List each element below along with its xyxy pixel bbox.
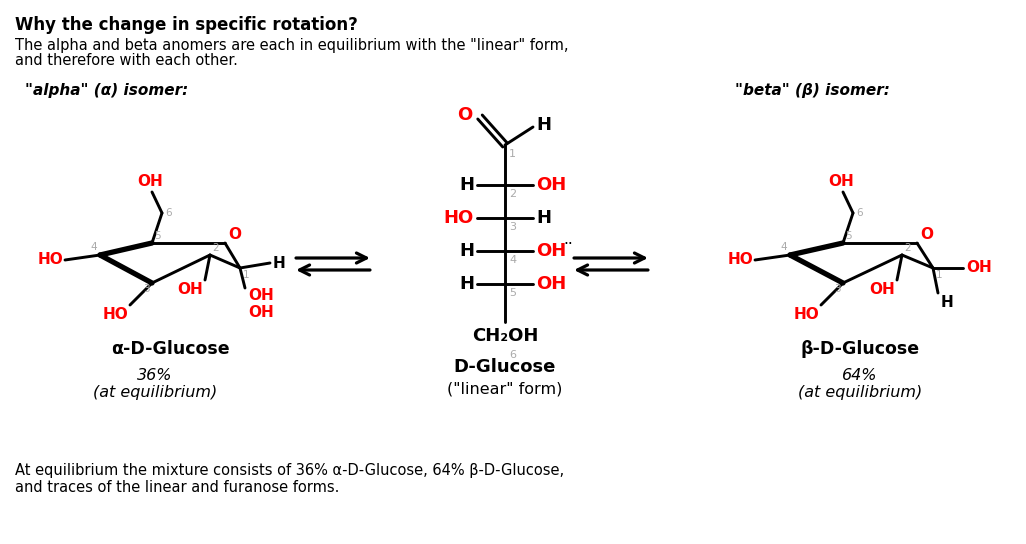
Text: and traces of the linear and furanose forms.: and traces of the linear and furanose fo… bbox=[15, 480, 340, 495]
Text: 6: 6 bbox=[165, 208, 171, 218]
Text: OH: OH bbox=[137, 174, 163, 189]
Text: H: H bbox=[459, 242, 474, 260]
Text: 3: 3 bbox=[834, 284, 841, 294]
Text: HO: HO bbox=[444, 209, 474, 227]
Text: 5: 5 bbox=[845, 231, 852, 241]
Text: ("linear" form): ("linear" form) bbox=[447, 381, 562, 396]
Text: OH: OH bbox=[536, 242, 566, 260]
Text: O: O bbox=[228, 227, 241, 242]
Text: HO: HO bbox=[727, 252, 753, 268]
Text: (at equilibrium): (at equilibrium) bbox=[93, 385, 218, 400]
Text: HO: HO bbox=[103, 307, 128, 322]
Text: 5: 5 bbox=[509, 288, 516, 298]
Text: 4: 4 bbox=[781, 242, 787, 252]
Text: OH: OH bbox=[828, 174, 854, 189]
Text: "alpha" (α) isomer:: "alpha" (α) isomer: bbox=[25, 83, 188, 98]
Text: β-D-Glucose: β-D-Glucose bbox=[800, 340, 919, 358]
Text: 2: 2 bbox=[904, 243, 911, 253]
Text: At equilibrium the mixture consists of 36% α-D-Glucose, 64% β-D-Glucose,: At equilibrium the mixture consists of 3… bbox=[15, 463, 564, 478]
Text: 2: 2 bbox=[509, 189, 516, 199]
Text: D-Glucose: D-Glucose bbox=[453, 358, 556, 376]
Text: 3: 3 bbox=[144, 284, 150, 294]
Text: O: O bbox=[457, 106, 472, 124]
Text: H: H bbox=[536, 116, 551, 134]
Text: H: H bbox=[459, 275, 474, 293]
Text: OH: OH bbox=[869, 282, 895, 297]
Text: α-D-Glucose: α-D-Glucose bbox=[111, 340, 230, 358]
Text: 6: 6 bbox=[856, 208, 863, 218]
Text: 4: 4 bbox=[509, 255, 516, 265]
Text: 6: 6 bbox=[509, 350, 516, 360]
Text: (at equilibrium): (at equilibrium) bbox=[798, 385, 922, 400]
Text: "beta" (β) isomer:: "beta" (β) isomer: bbox=[735, 83, 890, 98]
Text: H: H bbox=[273, 256, 286, 270]
Text: The alpha and beta anomers are each in equilibrium with the "linear" form,: The alpha and beta anomers are each in e… bbox=[15, 38, 568, 53]
Text: OH: OH bbox=[536, 275, 566, 293]
Text: O: O bbox=[920, 227, 933, 242]
Text: 5: 5 bbox=[154, 231, 161, 241]
Text: and therefore with each other.: and therefore with each other. bbox=[15, 53, 238, 68]
Text: 3: 3 bbox=[509, 222, 516, 232]
Text: OH: OH bbox=[248, 288, 274, 303]
Text: 1: 1 bbox=[243, 270, 249, 280]
Text: 1: 1 bbox=[936, 270, 943, 280]
Text: 1: 1 bbox=[509, 149, 516, 159]
Text: 64%: 64% bbox=[842, 368, 878, 383]
Text: 2: 2 bbox=[212, 243, 219, 253]
Text: OH: OH bbox=[177, 282, 203, 297]
Text: 36%: 36% bbox=[137, 368, 172, 383]
Text: H: H bbox=[536, 209, 551, 227]
Text: OH: OH bbox=[248, 305, 274, 320]
Text: HO: HO bbox=[37, 252, 63, 268]
Text: 4: 4 bbox=[90, 242, 97, 252]
Text: HO: HO bbox=[793, 307, 819, 322]
Text: H: H bbox=[459, 176, 474, 194]
Text: ··: ·· bbox=[563, 238, 573, 252]
Text: OH: OH bbox=[966, 261, 992, 275]
Text: CH₂OH: CH₂OH bbox=[472, 327, 539, 345]
Text: Why the change in specific rotation?: Why the change in specific rotation? bbox=[15, 16, 358, 34]
Text: OH: OH bbox=[536, 176, 566, 194]
Text: H: H bbox=[941, 295, 954, 310]
